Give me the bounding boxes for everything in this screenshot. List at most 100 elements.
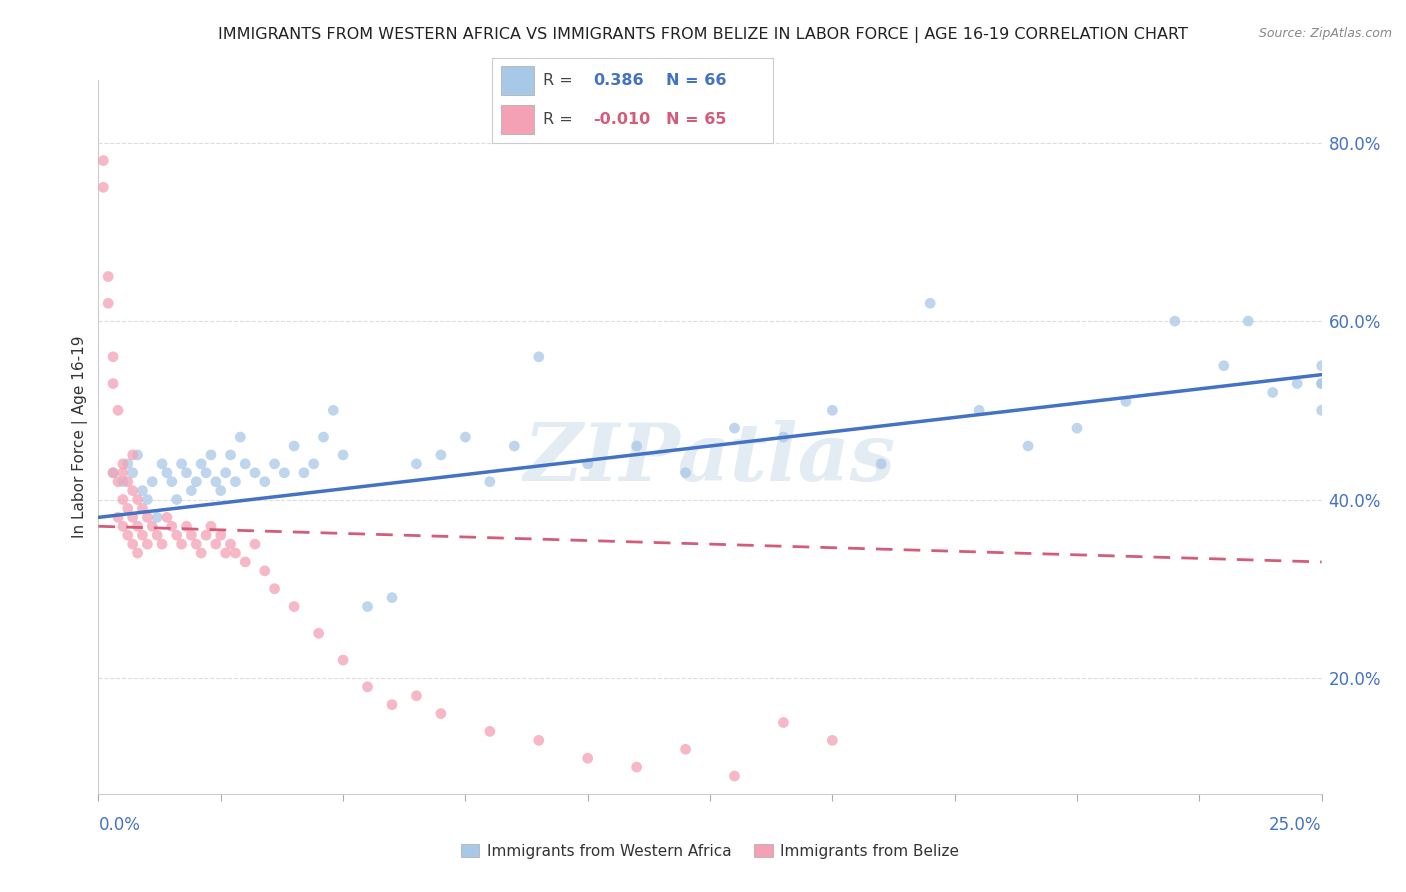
Point: [101, 350, 124, 364]
Point: [1212, 359, 1234, 373]
Point: [967, 403, 990, 417]
Point: [205, 475, 228, 489]
Point: [121, 537, 143, 551]
Point: [200, 519, 222, 533]
Point: [170, 537, 193, 551]
Point: [195, 528, 218, 542]
Point: [1310, 376, 1333, 391]
Point: [219, 537, 242, 551]
Point: [117, 528, 139, 542]
Point: [136, 537, 159, 551]
Point: [121, 510, 143, 524]
Point: [405, 457, 427, 471]
Point: [146, 528, 169, 542]
Point: [107, 475, 129, 489]
Point: [626, 439, 648, 453]
Point: [503, 439, 526, 453]
Point: [1261, 385, 1284, 400]
Point: [430, 448, 453, 462]
Point: [576, 751, 599, 765]
Point: [127, 546, 149, 560]
Point: [626, 760, 648, 774]
Point: [219, 448, 242, 462]
Text: R =: R =: [543, 112, 578, 128]
Point: [821, 733, 844, 747]
Point: [1310, 359, 1333, 373]
Point: [283, 599, 305, 614]
Point: [233, 555, 256, 569]
Point: [1237, 314, 1260, 328]
Point: [131, 528, 153, 542]
FancyBboxPatch shape: [501, 105, 534, 134]
Point: [920, 296, 942, 310]
Point: [121, 466, 143, 480]
Point: [381, 698, 404, 712]
Point: [273, 466, 295, 480]
Point: [263, 457, 285, 471]
Text: 25.0%: 25.0%: [1270, 816, 1322, 834]
Point: [136, 510, 159, 524]
Point: [224, 546, 246, 560]
Point: [1115, 394, 1137, 409]
Point: [170, 457, 193, 471]
Point: [253, 475, 276, 489]
Point: [332, 448, 354, 462]
Point: [675, 742, 697, 756]
Point: [111, 457, 134, 471]
Point: [141, 475, 163, 489]
Point: [127, 519, 149, 533]
Point: [101, 466, 124, 480]
Point: [356, 680, 378, 694]
Point: [430, 706, 453, 721]
Point: [111, 475, 134, 489]
Point: [772, 715, 794, 730]
Point: [478, 475, 501, 489]
Point: [821, 403, 844, 417]
Point: [156, 466, 179, 480]
Point: [527, 733, 550, 747]
Point: [101, 376, 124, 391]
Point: [176, 466, 198, 480]
Point: [160, 519, 183, 533]
Text: R =: R =: [543, 73, 578, 88]
Point: [91, 153, 114, 168]
Point: [111, 519, 134, 533]
Point: [117, 457, 139, 471]
Point: [141, 519, 163, 533]
FancyBboxPatch shape: [501, 67, 534, 95]
Point: [243, 537, 266, 551]
Point: [107, 403, 129, 417]
Point: [186, 537, 208, 551]
Point: [1017, 439, 1039, 453]
Point: [308, 626, 330, 640]
Point: [224, 475, 246, 489]
Text: -0.010: -0.010: [593, 112, 651, 128]
Text: 0.0%: 0.0%: [98, 816, 141, 834]
Point: [190, 457, 212, 471]
Point: [97, 269, 120, 284]
Point: [312, 430, 335, 444]
Point: [97, 296, 120, 310]
Point: [107, 510, 129, 524]
Point: [121, 483, 143, 498]
Point: [146, 510, 169, 524]
Point: [229, 430, 252, 444]
Point: [205, 537, 228, 551]
Point: [454, 430, 477, 444]
Point: [1310, 403, 1333, 417]
Point: [91, 180, 114, 194]
Text: N = 65: N = 65: [666, 112, 727, 128]
Point: [180, 483, 202, 498]
Point: [723, 421, 745, 435]
Point: [322, 403, 344, 417]
Point: [675, 466, 697, 480]
Point: [101, 466, 124, 480]
Point: [136, 492, 159, 507]
Point: [723, 769, 745, 783]
Point: [214, 546, 236, 560]
Point: [166, 528, 188, 542]
Point: [263, 582, 285, 596]
Point: [111, 492, 134, 507]
Point: [156, 510, 179, 524]
Point: [292, 466, 315, 480]
